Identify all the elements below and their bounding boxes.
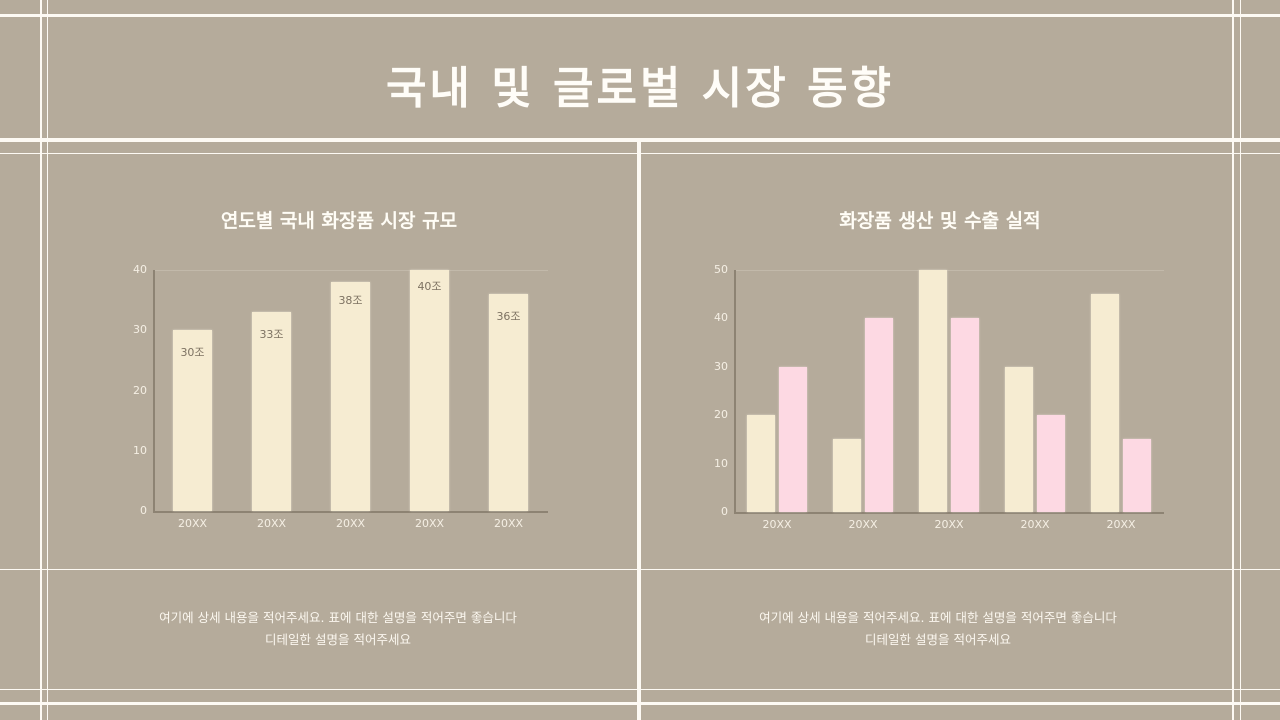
y-tick-label: 30 (714, 359, 728, 373)
x-tick-label: 20XX (177, 517, 208, 530)
bar-series1 (832, 439, 861, 512)
y-tick-label: 0 (721, 505, 728, 518)
y-tick-label: 20 (133, 383, 147, 397)
right-description: 여기에 상세 내용을 적어주세요. 표에 대한 설명을 적어주면 좋습니다 디테… (648, 607, 1228, 651)
bar-series1 (746, 415, 775, 512)
right-description-line1: 여기에 상세 내용을 적어주세요. 표에 대한 설명을 적어주면 좋습니다 (759, 610, 1117, 625)
x-tick-label: 20XX (256, 517, 287, 530)
bar-series2 (1037, 415, 1066, 512)
x-tick-label: 20XX (848, 518, 878, 531)
x-axis (153, 511, 548, 513)
frame-line-v-left2 (47, 0, 48, 720)
y-tick-label: 10 (714, 456, 728, 470)
y-tick-label: 20 (714, 408, 728, 422)
bar-series1 (1090, 294, 1119, 512)
bar-series1 (1004, 366, 1033, 512)
y-tick-label: 10 (133, 443, 147, 457)
left-description-line2: 디테일한 설명을 적어주세요 (265, 632, 411, 647)
bar-data-label: 36조 (496, 310, 521, 324)
bar-series1: 40조 (409, 270, 450, 511)
top-gridline (153, 270, 548, 271)
bar-data-label: 33조 (259, 328, 284, 342)
frame-line-v-right1 (1232, 0, 1234, 720)
top-gridline (734, 270, 1164, 271)
frame-line-h-top (0, 14, 1280, 17)
bar-series1: 38조 (330, 282, 371, 511)
right-chart-title: 화장품 생산 및 수출 실적 (839, 210, 1041, 232)
bar-series2 (779, 366, 808, 512)
right-description-line2: 디테일한 설명을 적어주세요 (865, 632, 1011, 647)
left-bar-chart: 0 10 20 30 40 30조 20XX 33조 20XX 38조 20XX 40조 20XX 36조… (0, 0, 640, 560)
y-tick-label: 40 (714, 311, 728, 325)
x-tick-label: 20XX (493, 517, 524, 530)
x-tick-label: 20XX (762, 518, 792, 531)
y-tick-label: 50 (714, 263, 728, 276)
left-description-line1: 여기에 상세 내용을 적어주세요. 표에 대한 설명을 적어주면 좋습니다 (159, 610, 517, 625)
bar-series2 (951, 318, 980, 512)
y-axis (153, 270, 155, 511)
y-axis (734, 270, 736, 512)
frame-line-v-right2 (1240, 0, 1241, 720)
bar-series1 (918, 270, 947, 512)
left-chart-title: 연도별 국내 화장품 시장 규모 (220, 210, 458, 232)
x-tick-label: 20XX (335, 517, 366, 530)
bar-series1: 30조 (172, 330, 213, 511)
bar-series1: 33조 (251, 312, 292, 511)
bar-series2 (1123, 439, 1152, 512)
frame-line-h-title-bottom (0, 138, 1280, 142)
x-tick-label: 20XX (934, 518, 964, 531)
bar-series2 (865, 318, 894, 512)
right-bar-chart: 0 10 20 30 40 50 20XX 20XX 20XX 20XX 20XX (714, 263, 1164, 531)
bar-data-label: 40조 (417, 280, 442, 293)
y-tick-label: 40 (133, 263, 147, 276)
bar-data-label: 38조 (338, 294, 363, 308)
y-tick-label: 30 (133, 323, 147, 337)
x-tick-label: 20XX (1106, 518, 1136, 531)
x-tick-label: 20XX (1020, 518, 1050, 531)
x-axis (734, 512, 1164, 514)
y-tick-label: 0 (140, 504, 147, 517)
page-title: 국내 및 글로벌 시장 동향 (385, 63, 895, 114)
x-tick-label: 20XX (414, 517, 445, 530)
bar-series1: 36조 (488, 294, 529, 511)
frame-line-v-center (637, 142, 641, 720)
bar-data-label: 30조 (180, 346, 205, 360)
left-description: 여기에 상세 내용을 적어주세요. 표에 대한 설명을 적어주면 좋습니다 디테… (48, 607, 628, 651)
frame-line-v-left1 (40, 0, 42, 720)
